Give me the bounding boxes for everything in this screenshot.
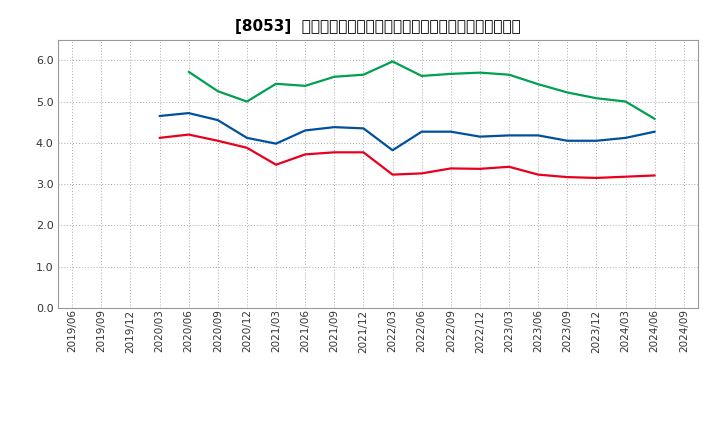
在庫回転率 bbox=[505, 72, 513, 77]
売上債権回転率 bbox=[418, 171, 426, 176]
売上債権回転率 bbox=[213, 138, 222, 143]
在庫回転率 bbox=[388, 59, 397, 64]
売上債権回転率 bbox=[476, 166, 485, 172]
買入債務回転率 bbox=[184, 110, 193, 116]
売上債権回転率 bbox=[650, 173, 659, 178]
売上債権回転率 bbox=[592, 175, 600, 180]
売上債権回転率 bbox=[534, 172, 543, 177]
買入債務回転率 bbox=[156, 114, 164, 119]
売上債権回転率 bbox=[388, 172, 397, 177]
在庫回転率 bbox=[418, 73, 426, 79]
在庫回転率 bbox=[301, 83, 310, 88]
買入債務回転率 bbox=[388, 148, 397, 153]
在庫回転率 bbox=[330, 74, 338, 79]
売上債権回転率 bbox=[243, 145, 251, 150]
買入債務回転率 bbox=[592, 138, 600, 143]
Line: 在庫回転率: 在庫回転率 bbox=[189, 62, 654, 119]
Line: 買入債務回転率: 買入債務回転率 bbox=[160, 113, 654, 150]
Line: 売上債権回転率: 売上債権回転率 bbox=[160, 135, 654, 178]
買入債務回転率 bbox=[330, 125, 338, 130]
買入債務回転率 bbox=[505, 133, 513, 138]
買入債務回転率 bbox=[213, 117, 222, 123]
在庫回転率 bbox=[476, 70, 485, 75]
買入債務回転率 bbox=[243, 135, 251, 140]
在庫回転率 bbox=[243, 99, 251, 104]
在庫回転率 bbox=[184, 69, 193, 74]
買入債務回転率 bbox=[650, 129, 659, 134]
売上債権回転率 bbox=[184, 132, 193, 137]
売上債権回転率 bbox=[563, 175, 572, 180]
買入債務回転率 bbox=[301, 128, 310, 133]
買入債務回転率 bbox=[271, 141, 280, 146]
在庫回転率 bbox=[563, 90, 572, 95]
在庫回転率 bbox=[359, 72, 368, 77]
売上債権回転率 bbox=[446, 166, 455, 171]
買入債務回転率 bbox=[534, 133, 543, 138]
在庫回転率 bbox=[621, 99, 630, 104]
在庫回転率 bbox=[446, 71, 455, 77]
在庫回転率 bbox=[592, 95, 600, 101]
売上債権回転率 bbox=[301, 152, 310, 157]
売上債権回転率 bbox=[156, 135, 164, 140]
売上債権回転率 bbox=[505, 164, 513, 169]
買入債務回転率 bbox=[446, 129, 455, 134]
買入債務回転率 bbox=[359, 126, 368, 131]
買入債務回転率 bbox=[418, 129, 426, 134]
売上債権回転率 bbox=[271, 162, 280, 167]
在庫回転率 bbox=[213, 88, 222, 94]
売上債権回転率 bbox=[330, 150, 338, 155]
在庫回転率 bbox=[534, 81, 543, 87]
買入債務回転率 bbox=[621, 135, 630, 140]
在庫回転率 bbox=[271, 81, 280, 86]
売上債権回転率 bbox=[359, 150, 368, 155]
売上債権回転率 bbox=[621, 174, 630, 180]
在庫回転率 bbox=[650, 116, 659, 121]
買入債務回転率 bbox=[563, 138, 572, 143]
Title: [8053]  売上債権回転率、買入債務回転率、在庫回転率の推移: [8053] 売上債権回転率、買入債務回転率、在庫回転率の推移 bbox=[235, 19, 521, 34]
買入債務回転率 bbox=[476, 134, 485, 139]
